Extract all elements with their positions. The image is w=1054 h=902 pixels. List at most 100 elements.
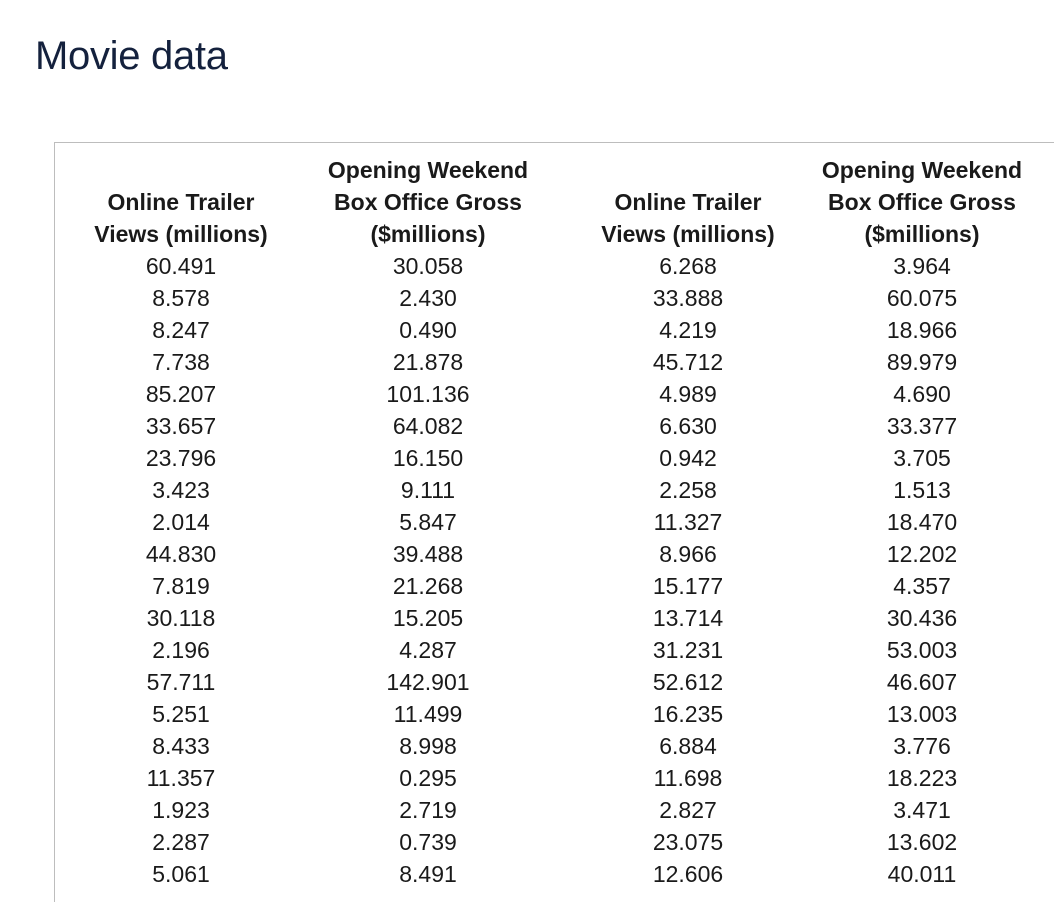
header-line: Views (millions) (601, 221, 775, 247)
page-title: Movie data (35, 34, 228, 78)
table-row: 8.433 8.998 6.884 3.776 (74, 730, 1036, 762)
table-cell: 44.830 (145, 541, 217, 567)
table-cell: 21.268 (392, 573, 464, 599)
table-cell: 16.150 (392, 445, 464, 471)
table-row: 57.711 142.901 52.612 46.607 (74, 666, 1036, 698)
header-box-office-2: Opening Weekend Box Office Gross ($milli… (808, 154, 1036, 250)
table-cell: 1.923 (152, 797, 210, 823)
table-cell: 23.796 (145, 445, 217, 471)
table-cell: 15.177 (652, 573, 724, 599)
table-cell: 31.231 (652, 637, 724, 663)
header-line: ($millions) (370, 221, 486, 247)
table-row: 85.207 101.136 4.989 4.690 (74, 378, 1036, 410)
table-cell: 8.247 (152, 317, 210, 343)
table-cell: 13.003 (886, 701, 958, 727)
table-cell: 3.705 (893, 445, 951, 471)
table-cell: 2.014 (152, 509, 210, 535)
table-frame (54, 142, 1054, 902)
table-cell: 8.433 (152, 733, 210, 759)
table-row: 7.819 21.268 15.177 4.357 (74, 570, 1036, 602)
header-line: Online Trailer (614, 189, 762, 215)
table-cell: 33.377 (886, 413, 958, 439)
table-cell: 23.075 (652, 829, 724, 855)
table-cell: 2.196 (152, 637, 210, 663)
header-row: Online Trailer Views (millions) Opening … (74, 154, 1036, 250)
table-cell: 5.847 (399, 509, 457, 535)
table-cell: 13.602 (886, 829, 958, 855)
table-cell: 11.357 (146, 765, 216, 791)
table-cell: 0.739 (399, 829, 457, 855)
movie-data-table: Online Trailer Views (millions) Opening … (74, 154, 1036, 890)
table-cell: 18.223 (886, 765, 958, 791)
table-row: 2.014 5.847 11.327 18.470 (74, 506, 1036, 538)
table-row: 5.251 11.499 16.235 13.003 (74, 698, 1036, 730)
table-cell: 12.606 (652, 861, 724, 887)
table-row: 2.196 4.287 31.231 53.003 (74, 634, 1036, 666)
table-cell: 4.287 (399, 637, 457, 663)
table-cell: 4.989 (659, 381, 717, 407)
table-cell: 6.268 (659, 253, 717, 279)
header-line: Online Trailer (107, 189, 255, 215)
table-cell: 21.878 (392, 349, 464, 375)
table-row: 60.491 30.058 6.268 3.964 (74, 250, 1036, 282)
table-cell: 2.719 (399, 797, 457, 823)
table-cell: 45.712 (652, 349, 724, 375)
table-row: 30.118 15.205 13.714 30.436 (74, 602, 1036, 634)
table-cell: 11.327 (653, 509, 723, 535)
table-row: 3.423 9.111 2.258 1.513 (74, 474, 1036, 506)
table-cell: 60.491 (145, 253, 217, 279)
table-cell: 3.776 (893, 733, 951, 759)
table-row: 2.287 0.739 23.075 13.602 (74, 826, 1036, 858)
table-cell: 85.207 (145, 381, 217, 407)
table-cell: 9.111 (400, 477, 456, 503)
table-cell: 101.136 (386, 381, 470, 407)
table-cell: 3.964 (893, 253, 951, 279)
table-cell: 11.499 (393, 701, 463, 727)
table-cell: 1.513 (893, 477, 951, 503)
table-cell: 8.491 (399, 861, 457, 887)
header-trailer-views-1: Online Trailer Views (millions) (74, 154, 288, 250)
table-cell: 8.998 (399, 733, 457, 759)
table-cell: 12.202 (886, 541, 958, 567)
table-cell: 89.979 (886, 349, 958, 375)
table-cell: 7.738 (152, 349, 210, 375)
header-trailer-views-2: Online Trailer Views (millions) (568, 154, 808, 250)
table-row: 44.830 39.488 8.966 12.202 (74, 538, 1036, 570)
header-line: Opening Weekend (327, 157, 529, 183)
table-cell: 15.205 (392, 605, 464, 631)
table-cell: 13.714 (652, 605, 724, 631)
table-cell: 5.251 (152, 701, 210, 727)
table-cell: 64.082 (392, 413, 464, 439)
table-cell: 33.657 (145, 413, 217, 439)
table-body: 60.491 30.058 6.268 3.964 8.578 2.430 33.888 60… (74, 250, 1036, 890)
table-cell: 8.966 (659, 541, 717, 567)
table-cell: 142.901 (386, 669, 470, 695)
table-row: 33.657 64.082 6.630 33.377 (74, 410, 1036, 442)
table-cell: 57.711 (146, 669, 216, 695)
table-row: 7.738 21.878 45.712 89.979 (74, 346, 1036, 378)
table-row: 8.578 2.430 33.888 60.075 (74, 282, 1036, 314)
table-cell: 2.430 (399, 285, 457, 311)
table-cell: 18.966 (886, 317, 958, 343)
table-cell: 30.058 (392, 253, 464, 279)
table-cell: 3.423 (152, 477, 210, 503)
header-box-office-1: Opening Weekend Box Office Gross ($milli… (288, 154, 568, 250)
table-cell: 0.942 (659, 445, 717, 471)
table-cell: 52.612 (652, 669, 724, 695)
table-cell: 18.470 (886, 509, 958, 535)
table-cell: 53.003 (886, 637, 958, 663)
table-cell: 11.698 (653, 765, 723, 791)
table-cell: 0.295 (399, 765, 457, 791)
table-cell: 3.471 (893, 797, 951, 823)
header-line: ($millions) (864, 221, 980, 247)
table-cell: 4.690 (893, 381, 951, 407)
table-cell: 0.490 (399, 317, 457, 343)
table-cell: 8.578 (152, 285, 210, 311)
table-cell: 46.607 (886, 669, 958, 695)
table-row: 8.247 0.490 4.219 18.966 (74, 314, 1036, 346)
header-line: Opening Weekend (821, 157, 1023, 183)
table-cell: 2.287 (152, 829, 210, 855)
table-cell: 40.011 (887, 861, 957, 887)
table-cell: 6.630 (659, 413, 717, 439)
header-line: Box Office Gross (828, 189, 1016, 215)
